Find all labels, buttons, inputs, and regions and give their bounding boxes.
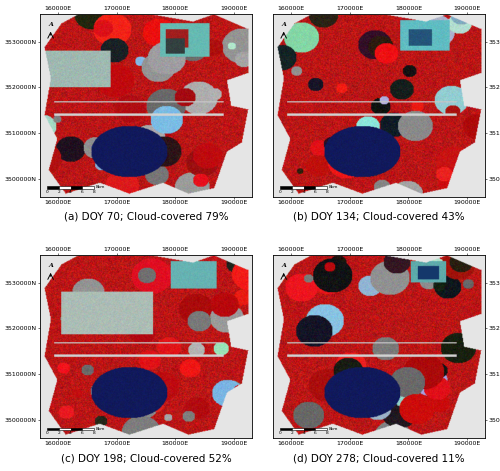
Text: 0: 0	[279, 431, 281, 435]
Text: A: A	[282, 22, 286, 27]
Bar	[316, 187, 327, 188]
X-axis label: (c) DOY 198; Cloud-covered 52%: (c) DOY 198; Cloud-covered 52%	[60, 453, 232, 463]
Text: 6: 6	[314, 431, 317, 435]
Bar	[47, 428, 59, 430]
Text: 2: 2	[290, 190, 294, 194]
Bar	[59, 187, 70, 188]
Text: 8: 8	[93, 431, 96, 435]
Bar	[59, 428, 70, 430]
Bar	[316, 428, 327, 430]
Text: 6: 6	[314, 190, 317, 194]
Text: 8: 8	[326, 431, 328, 435]
Bar	[280, 428, 292, 430]
Bar	[304, 187, 316, 188]
Bar	[82, 187, 94, 188]
Bar	[82, 428, 94, 430]
Text: 8: 8	[326, 190, 328, 194]
Text: 4: 4	[302, 190, 305, 194]
Text: A: A	[48, 22, 53, 27]
Text: A: A	[282, 263, 286, 268]
X-axis label: (b) DOY 134; Cloud-covered 43%: (b) DOY 134; Cloud-covered 43%	[293, 212, 465, 222]
Text: 0: 0	[279, 190, 281, 194]
Text: 2: 2	[290, 431, 294, 435]
Bar	[70, 187, 83, 188]
Text: 4: 4	[69, 190, 72, 194]
Text: 6: 6	[81, 190, 84, 194]
Text: 8: 8	[93, 190, 96, 194]
Text: 8km: 8km	[328, 427, 338, 430]
Bar	[292, 428, 304, 430]
Bar	[304, 428, 316, 430]
Text: 2: 2	[58, 190, 60, 194]
Text: 4: 4	[302, 431, 305, 435]
Text: 0: 0	[46, 431, 48, 435]
Text: 4: 4	[69, 431, 72, 435]
Text: 0: 0	[46, 190, 48, 194]
Bar	[47, 187, 59, 188]
Text: 8km: 8km	[96, 427, 104, 430]
X-axis label: (d) DOY 278; Cloud-covered 11%: (d) DOY 278; Cloud-covered 11%	[293, 453, 465, 463]
Text: 8km: 8km	[96, 186, 104, 189]
Bar	[70, 428, 83, 430]
Text: 2: 2	[58, 431, 60, 435]
Text: 8km: 8km	[328, 186, 338, 189]
Bar	[292, 187, 304, 188]
Text: 6: 6	[81, 431, 84, 435]
Text: A: A	[48, 263, 53, 268]
Bar	[280, 187, 292, 188]
X-axis label: (a) DOY 70; Cloud-covered 79%: (a) DOY 70; Cloud-covered 79%	[64, 212, 228, 222]
